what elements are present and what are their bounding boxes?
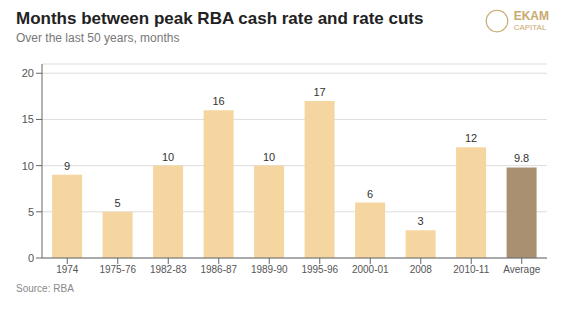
svg-text:2000-01: 2000-01 — [352, 264, 389, 275]
svg-text:6: 6 — [367, 188, 373, 200]
svg-text:1974: 1974 — [56, 264, 79, 275]
svg-text:16: 16 — [212, 95, 224, 107]
svg-text:1975-76: 1975-76 — [99, 264, 136, 275]
svg-text:Average: Average — [503, 264, 541, 275]
svg-text:15: 15 — [22, 113, 34, 125]
html-text:Source: RBA: Source: RBA — [16, 283, 74, 294]
html-text:Months between peak RBA cash r: Months between peak RBA cash rate and ra… — [16, 9, 424, 28]
html-text:EKAM: EKAM — [513, 8, 549, 23]
svg-text:0: 0 — [28, 252, 34, 264]
svg-text:1989-90: 1989-90 — [251, 264, 288, 275]
svg-text:10: 10 — [22, 160, 34, 172]
svg-text:10: 10 — [263, 151, 275, 163]
svg-text:1986-87: 1986-87 — [200, 264, 237, 275]
svg-text:10: 10 — [162, 151, 174, 163]
svg-text:3: 3 — [418, 215, 424, 227]
svg-text:12: 12 — [465, 132, 477, 144]
svg-text:17: 17 — [313, 86, 325, 98]
svg-text:5: 5 — [28, 206, 34, 218]
svg-text:9.8: 9.8 — [514, 152, 529, 164]
svg-text:2008: 2008 — [410, 264, 433, 275]
svg-text:2010-11: 2010-11 — [453, 264, 489, 275]
svg-text:1995-96: 1995-96 — [301, 264, 338, 275]
svg-text:9: 9 — [64, 160, 70, 172]
svg-text:20: 20 — [22, 67, 34, 79]
html-text:Over the last 50 years, months: Over the last 50 years, months — [16, 31, 180, 45]
svg-text:1982-83: 1982-83 — [150, 264, 187, 275]
html-text:CAPITAL: CAPITAL — [513, 22, 547, 32]
svg-text:5: 5 — [115, 197, 121, 209]
